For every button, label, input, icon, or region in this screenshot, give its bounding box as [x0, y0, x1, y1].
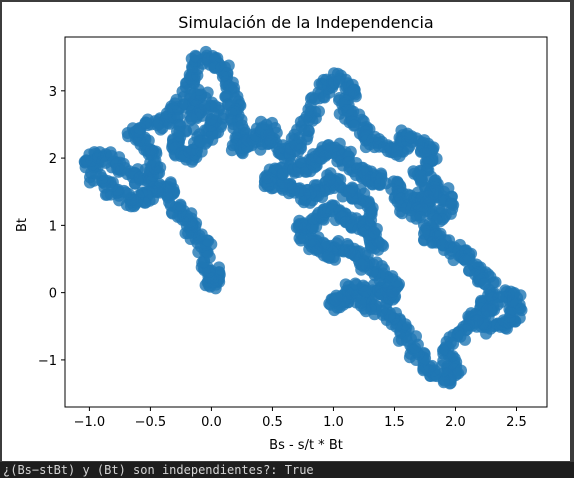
x-tick-label: 1.0	[323, 415, 344, 430]
scatter-point	[370, 222, 383, 235]
scatter-point	[391, 145, 403, 158]
x-tick-label: 1.5	[384, 415, 405, 430]
y-axis-ticks: −1 0 1 2 3	[38, 85, 65, 369]
scatter-point	[480, 327, 493, 340]
scatter-point	[404, 131, 417, 144]
scatter-points	[78, 45, 528, 390]
x-axis-label: Bs - s/t * Bt	[269, 438, 343, 453]
x-axis-ticks: −1.0 −0.5 0.0 0.5 1.0 1.5 2.0 2.5	[74, 407, 527, 430]
scatter-point	[277, 176, 290, 189]
scatter-point	[437, 344, 449, 357]
scatter-point	[405, 210, 418, 223]
x-tick-label: −1.0	[74, 415, 106, 430]
scatter-point	[339, 278, 352, 291]
figure: −1.0 −0.5 0.0 0.5 1.0 1.5 2.0 2.5 −1 0 1 2 3 Simula…	[2, 2, 570, 461]
scatter-point	[264, 135, 277, 148]
scatter-point	[209, 99, 222, 112]
y-tick-label: 1	[49, 219, 57, 234]
chart-title: Simulación de la Independencia	[178, 13, 433, 32]
x-tick-label: 2.5	[506, 415, 527, 430]
scatter-point	[322, 250, 335, 263]
scatter-point	[298, 124, 311, 137]
scatter-point	[153, 117, 166, 130]
scatter-point	[313, 105, 325, 118]
y-tick-label: 3	[49, 85, 57, 100]
scatter-point	[418, 224, 431, 237]
scatter-point	[174, 200, 187, 212]
console-output: ¿(Bs−stBt) y (Bt) son independientes?: T…	[0, 462, 574, 478]
scatter-point	[343, 186, 356, 199]
scatter-point	[481, 304, 494, 317]
scatter-point	[185, 112, 198, 125]
scatter-point	[415, 169, 428, 182]
x-tick-label: 2.0	[445, 415, 466, 430]
scatter-plot: −1.0 −0.5 0.0 0.5 1.0 1.5 2.0 2.5 −1 0 1 2 3 Simula…	[15, 13, 548, 453]
x-tick-label: −0.5	[135, 415, 167, 430]
plot-frame	[64, 36, 548, 408]
y-tick-label: 0	[49, 287, 57, 302]
x-tick-label: 0.5	[262, 415, 283, 430]
scatter-point	[323, 174, 336, 187]
y-tick-label: 2	[49, 152, 57, 167]
scatter-point	[437, 376, 450, 389]
scatter-point	[309, 93, 321, 106]
y-tick-label: −1	[38, 354, 57, 369]
x-tick-label: 0.0	[201, 415, 222, 430]
y-axis-label: Bt	[15, 218, 30, 232]
scatter-point	[445, 197, 458, 210]
scatter-point	[414, 211, 427, 224]
